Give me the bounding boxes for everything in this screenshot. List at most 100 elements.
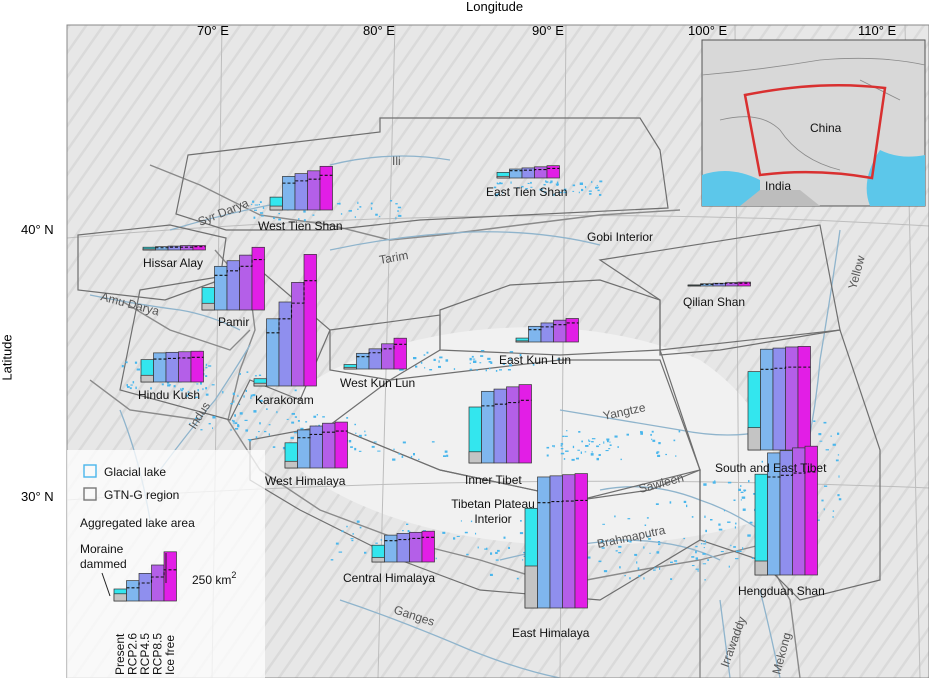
legend-moraine-label: Moraine dammed [80, 542, 127, 571]
bar-hissar-alay-rcp8-5 [180, 245, 194, 251]
bar-west-himalaya-ice-free [334, 421, 348, 469]
moraine-line-central-himalaya [384, 536, 435, 542]
moraine-bar-qilian-shan [687, 285, 701, 287]
x-tick-70: 70° E [197, 23, 229, 38]
x-tick-100: 100° E [688, 23, 728, 38]
bar-pamir-rcp2-6 [214, 265, 228, 311]
region-chart-east-kun-lun [515, 318, 579, 343]
bar-karakoram-rcp2-6 [266, 318, 280, 387]
bar-karakoram-rcp8-5 [291, 282, 305, 387]
x-tick-80: 80° E [363, 23, 395, 38]
bar-central-himalaya-rcp4-5 [396, 533, 410, 563]
y-tick-40: 40° N [21, 222, 54, 237]
bar-hindu-kush-rcp2-6 [153, 352, 167, 383]
region-labels: East Tien Shan West Tien Shan Hissar Alay P… [138, 185, 827, 640]
map-frame [66, 24, 929, 678]
bar-west-tien-shan-rcp2-6 [282, 176, 296, 211]
bar-central-himalaya-rcp8-5 [409, 531, 423, 563]
y-axis-title: Latitude [0, 334, 15, 381]
bar-east-himalaya-rcp4-5 [549, 475, 563, 609]
bar-west-kun-lun-rcp8-5 [381, 343, 395, 370]
region-chart-west-tien-shan [269, 165, 333, 211]
moraine-line-east-himalaya [537, 499, 588, 504]
x-tick-90: 90° E [532, 23, 564, 38]
moraine-bar-inner-tibet [468, 451, 482, 464]
region-label-east-kun-lun: East Kun Lun [499, 353, 571, 367]
region-label-west-himalaya: West Himalaya [265, 474, 346, 488]
region-label-east-tien-shan: East Tien Shan [486, 185, 567, 199]
bar-south-and-east-tibet-rcp4-5 [772, 347, 786, 451]
region-chart-inner-tibet [468, 384, 532, 464]
region-chart-central-himalaya [371, 530, 435, 563]
region-chart-south-and-east-tibet [747, 346, 811, 451]
moraine-line-east-kun-lun [528, 322, 579, 331]
region-chart-west-kun-lun [343, 337, 407, 370]
moraine-line-west-kun-lun [356, 343, 407, 358]
moraine-bar-east-kun-lun [515, 340, 529, 343]
region-label-hengduan-shan: Hengduan Shan [738, 584, 825, 598]
legend-gtng-region: GTN-G region [104, 488, 179, 502]
region-chart-qilian-shan [687, 281, 751, 287]
moraine-line-south-and-east-tibet [760, 366, 811, 370]
bar-west-kun-lun-rcp2-6 [356, 352, 370, 370]
moraine-bar-west-himalaya [284, 460, 298, 469]
bar-east-himalaya-rcp2-6 [537, 476, 551, 609]
moraine-bar-hissar-alay [142, 248, 156, 251]
moraine-line-east-tien-shan [509, 167, 560, 172]
bar-central-himalaya-ice-free [421, 530, 435, 563]
bar-inner-tibet-rcp8-5 [506, 386, 520, 464]
moraine-line-pamir [214, 259, 265, 276]
bar-inner-tibet-ice-free [518, 384, 532, 464]
bar-inner-tibet-rcp2-6 [481, 390, 495, 464]
region-chart-west-himalaya [284, 421, 348, 469]
bar-charts [140, 165, 818, 609]
moraine-line-inner-tibet [481, 399, 532, 407]
region-chart-karakoram [253, 254, 317, 387]
river-ili: Ili [392, 154, 401, 168]
river-tarim: Tarim [378, 248, 409, 267]
legend-moraine-line [126, 569, 177, 589]
bar-east-kun-lun-ice-free [565, 318, 579, 343]
bar-hengduan-shan-present [754, 473, 768, 576]
region-label-hindu-kush: Hindu Kush [138, 388, 200, 402]
legend-bar-ice-free [163, 551, 177, 602]
region-label-west-kun-lun: West Kun Lun [340, 376, 415, 390]
moraine-line-karakoram [266, 280, 317, 334]
region-label-pamir: Pamir [218, 315, 249, 329]
legend-category-ice-free: Ice free [163, 635, 177, 675]
region-label-hissar-alay: Hissar Alay [143, 256, 203, 270]
legend-bar-rcp8-5 [151, 564, 165, 602]
legend-category-rcp4-5: RCP4.5 [138, 633, 152, 675]
bar-central-himalaya-rcp2-6 [384, 534, 398, 563]
moraine-bar-hengduan-shan [754, 560, 768, 576]
legend: Glacial lake GTN-G region Aggregated lak… [67, 450, 265, 678]
bar-qilian-shan-ice-free [737, 281, 751, 287]
moraine-bar-west-kun-lun [343, 366, 357, 370]
region-label-karakoram: Karakoram [255, 393, 314, 407]
legend-glacial-lake: Glacial lake [104, 465, 166, 479]
gtng-regions [77, 117, 881, 601]
y-tick-30: 30° N [21, 489, 54, 504]
moraine-bar-west-tien-shan [269, 205, 283, 211]
bar-east-tien-shan-rcp4-5 [521, 167, 535, 179]
moraine-bar-central-himalaya [371, 557, 385, 563]
bar-east-kun-lun-rcp4-5 [540, 322, 554, 343]
bar-west-kun-lun-ice-free [393, 337, 407, 370]
legend-category-rcp2-6: RCP2.6 [126, 633, 140, 675]
bar-karakoram-ice-free [303, 254, 317, 387]
legend-category-rcp8-5: RCP8.5 [151, 633, 165, 675]
bar-hindu-kush-rcp8-5 [178, 351, 192, 383]
bar-east-tien-shan-rcp8-5 [534, 166, 548, 179]
x-axis-title: Longitude [466, 0, 524, 14]
legend-bar-example [113, 551, 177, 602]
bar-south-and-east-tibet-rcp2-6 [760, 348, 774, 451]
moraine-bar-hindu-kush [140, 374, 154, 383]
region-chart-hindu-kush [140, 350, 204, 383]
inset-china-label: China [810, 121, 842, 135]
bar-pamir-ice-free [251, 246, 265, 311]
region-chart-hissar-alay [142, 245, 206, 251]
inset-map: China India [701, 39, 926, 207]
legend-glacial-lake-swatch [83, 464, 97, 478]
